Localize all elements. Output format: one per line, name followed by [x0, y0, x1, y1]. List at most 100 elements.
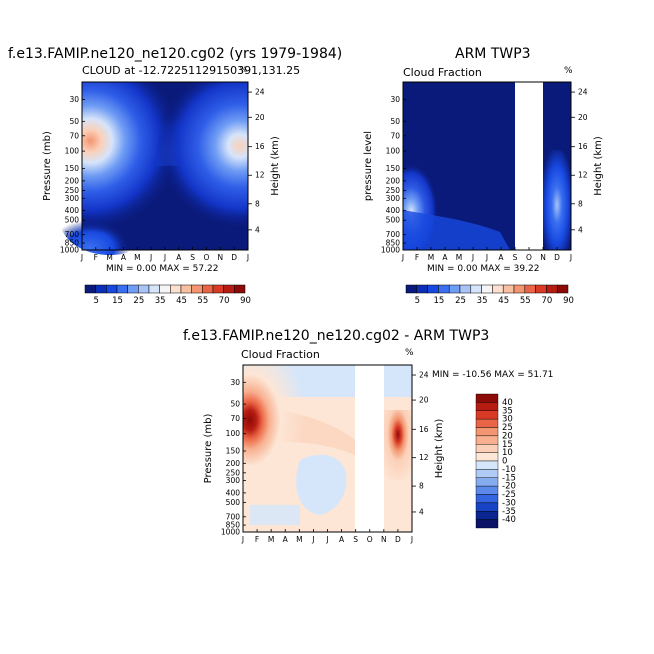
height-tick-label: 16: [255, 142, 265, 151]
colorbar-label: 5: [415, 296, 420, 306]
panel2-title: ARM TWP3: [455, 46, 531, 62]
pressure-tick-label: 200: [65, 176, 80, 185]
height-tick-label: 24: [419, 371, 429, 380]
month-tick-label: A: [283, 535, 289, 544]
pressure-tick-label: 1000: [60, 246, 79, 255]
colorbar-swatch: [475, 435, 499, 445]
colorbar-swatch: [223, 284, 235, 294]
colorbar-swatch: [475, 502, 499, 512]
height-tick-label: 20: [578, 113, 588, 122]
colorbar-label: 35: [477, 296, 488, 306]
pressure-tick-label: 50: [390, 117, 400, 126]
panel3-axes: J F M A M J J A S O N D J305070100150200250300400500…: [203, 371, 445, 544]
colorbar-label: 90: [240, 296, 251, 306]
pressure-tick-label: 400: [65, 206, 80, 215]
month-tick-label: O: [367, 535, 373, 544]
pressure-tick-label: 150: [386, 164, 401, 173]
pressure-tick-label: 250: [386, 186, 401, 195]
month-tick-label: F: [255, 535, 259, 544]
colorbar-swatch: [535, 284, 547, 294]
pressure-tick-label: 70: [230, 414, 240, 423]
colorbar-label: 40: [502, 398, 513, 408]
month-tick-label: J: [163, 253, 166, 262]
colorbar-swatch: [180, 284, 192, 294]
colorbar-swatch: [116, 284, 128, 294]
colorbar-swatch: [138, 284, 150, 294]
pressure-tick-label: 50: [230, 400, 240, 409]
pressure-tick-label: 150: [226, 447, 241, 456]
month-tick-label: A: [442, 253, 448, 262]
height-tick-label: 24: [255, 88, 265, 97]
panel1-subtitle: CLOUD at -12.72251129150391,131.25: [82, 64, 301, 77]
month-tick-label: J: [485, 253, 488, 262]
pressure-tick-label: 1000: [221, 528, 240, 537]
panel1-units: %: [240, 65, 247, 74]
colorbar-swatch: [475, 393, 499, 403]
colorbar-label: 35: [502, 406, 513, 416]
month-tick-label: M: [106, 253, 112, 262]
month-tick-label: M: [428, 253, 434, 262]
month-tick-label: J: [471, 253, 474, 262]
month-tick-label: F: [415, 253, 419, 262]
panel2-low-cloud: [403, 210, 510, 250]
colorbar-label: 25: [455, 296, 466, 306]
colorbar-label: -35: [502, 507, 516, 517]
pressure-tick-label: 200: [386, 176, 401, 185]
panel1-minmax: MIN = 0.00 MAX = 57.22: [106, 264, 219, 274]
colorbar-swatch: [234, 284, 246, 294]
colorbar-swatch: [475, 402, 499, 411]
panel2-subtitle: Cloud Fraction: [403, 66, 482, 79]
colorbar-label: 15: [433, 296, 444, 306]
month-tick-label: M: [456, 253, 462, 262]
pressure-tick-label: 400: [226, 488, 241, 497]
panel2-plot: [402, 81, 572, 251]
height-tick-label: 24: [578, 88, 588, 97]
colorbar-swatch: [481, 284, 493, 294]
month-tick-label: M: [296, 535, 302, 544]
colorbars-layer: 5 15 25 35 45 55 70 90 5 15 25 35 45 55 70 904035302520…: [84, 284, 574, 529]
pressure-tick-label: 500: [65, 216, 80, 225]
panel3-left-maximum: [243, 365, 355, 532]
panel3-units: %: [405, 348, 414, 358]
pressure-tick-label: 50: [69, 117, 79, 126]
pressure-tick-label: 150: [65, 164, 80, 173]
month-tick-label: F: [94, 253, 98, 262]
colorbar-swatch: [475, 485, 499, 495]
colorbar-swatch: [95, 284, 107, 294]
pressure-tick-label: 700: [386, 230, 401, 239]
month-tick-label: J: [311, 535, 314, 544]
panel2-minmax: MIN = 0.00 MAX = 39.22: [427, 264, 540, 274]
colorbar-swatch: [475, 452, 499, 462]
colorbar-swatch: [159, 284, 171, 294]
panel2-missing-months: [515, 82, 543, 250]
colorbar-swatch: [84, 284, 96, 294]
panel1-title: f.e13.FAMIP.ne120_ne120.cg02 (yrs 1979-1…: [8, 46, 343, 62]
colorbar-label: 70: [541, 296, 552, 306]
month-tick-label: M: [134, 253, 140, 262]
panel2-units: %: [564, 66, 573, 76]
month-tick-label: A: [498, 253, 504, 262]
pressure-tick-label: 200: [226, 459, 241, 468]
panel3-title: f.e13.FAMIP.ne120_ne120.cg02 - ARM TWP3: [183, 328, 490, 344]
colorbar-label: -10: [502, 465, 516, 475]
panel3-minmax: MIN = -10.56 MAX = 51.71: [432, 370, 554, 380]
colorbar-label: 30: [502, 415, 513, 425]
pressure-tick-label: 70: [390, 131, 400, 140]
panel1-plot: [60, 81, 249, 255]
panel2-colorbar: 5 15 25 35 45 55 70 90: [405, 284, 574, 306]
colorbar-label: 25: [133, 296, 144, 306]
colorbar-label: 0: [502, 457, 507, 467]
month-tick-label: J: [241, 535, 244, 544]
colorbar-swatch: [546, 284, 558, 294]
colorbar-swatch: [475, 460, 499, 470]
colorbar-swatch: [459, 284, 472, 294]
colorbar-label: 55: [197, 296, 208, 306]
panel1-right-maximum: [82, 82, 248, 250]
pressure-tick-label: 30: [390, 95, 400, 104]
colorbar-label: 55: [520, 296, 531, 306]
colorbar-label: 25: [502, 423, 513, 433]
month-tick-label: N: [540, 253, 546, 262]
colorbar-label: 5: [93, 296, 98, 306]
month-tick-label: J: [569, 253, 572, 262]
